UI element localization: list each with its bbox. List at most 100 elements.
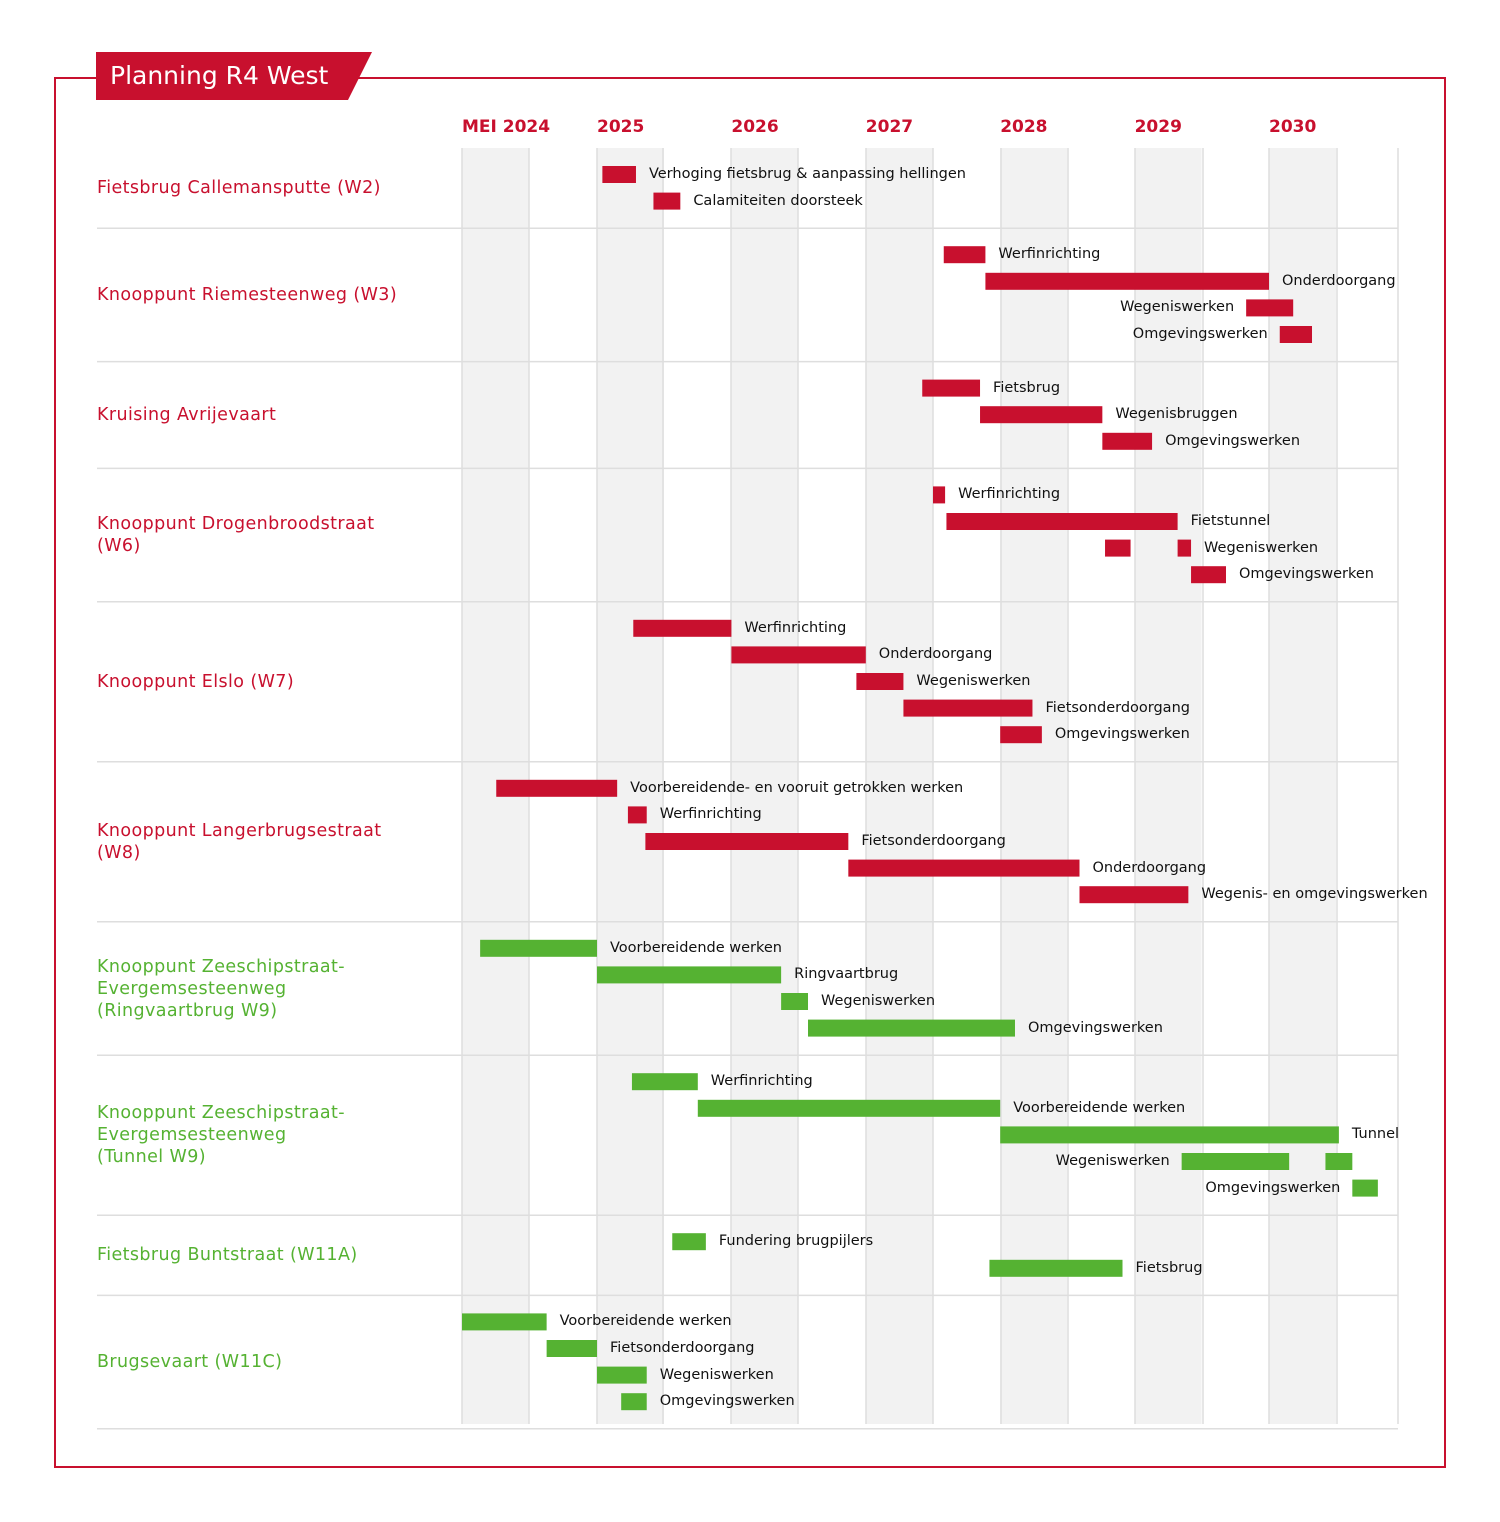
group-label: Fietsbrug Buntstraat (W11A): [97, 1245, 358, 1266]
task-label: Onderdoorgang: [1092, 859, 1207, 876]
bar-9-3: [621, 1393, 647, 1411]
bar-4-1: [731, 646, 866, 664]
bar-3-0: [933, 486, 946, 504]
bar-6-1: [597, 966, 782, 984]
task-label: Werfinrichting: [998, 246, 1101, 263]
year-tick-label: 2026: [731, 117, 779, 137]
bar-4-4: [1000, 726, 1042, 744]
band-5: [1134, 148, 1202, 1424]
bar-6-2: [781, 993, 809, 1010]
task-label: Wegeniswerken: [916, 673, 1031, 689]
bar-7-4: [1325, 1153, 1353, 1170]
bar-5-4: [1079, 886, 1189, 904]
task-label: Tunnel: [1351, 1126, 1400, 1143]
chart-title: Planning R4 West: [110, 61, 329, 90]
group-label: Knooppunt Drogenbroodstraat (W6): [97, 514, 375, 557]
bar-2-2: [1102, 432, 1153, 450]
task-label: Verhoging fietsbrug & aanpassing helling…: [648, 166, 966, 182]
bar-7-0: [631, 1073, 698, 1091]
task-label: Fietstunnel: [1190, 513, 1271, 529]
task-label: Omgevingswerken: [1238, 566, 1374, 583]
task-label: Voorbereidende werken: [559, 1313, 732, 1330]
bar-3-4: [1191, 566, 1226, 584]
bar-8-0: [672, 1233, 706, 1251]
bar-5-0: [496, 779, 618, 797]
task-label: Werfinrichting: [958, 486, 1061, 503]
group-label: Knooppunt Zeeschipstraat- Evergemsesteen…: [97, 956, 345, 1021]
task-label: Voorbereidende werken: [1013, 1099, 1186, 1116]
bar-2-0: [922, 379, 981, 397]
task-label: Omgevingswerken: [1165, 432, 1301, 449]
group-label: Fietsbrug Callemansputte (W2): [97, 178, 381, 199]
task-label: Calamiteiten doorsteek: [693, 192, 863, 209]
title-banner-shape: [96, 52, 372, 100]
bar-9-2: [597, 1366, 647, 1384]
task-label: Ringvaartbrug: [794, 966, 899, 983]
bar-4-3: [903, 699, 1033, 717]
task-label: Fietsonderdoorgang: [861, 833, 1006, 849]
task-label: Omgevingswerken: [1054, 726, 1190, 743]
task-label: Onderdoorgang: [878, 646, 993, 663]
task-label: Werfinrichting: [710, 1073, 813, 1090]
task-label: Werfinrichting: [744, 619, 847, 636]
bar-0-0: [602, 166, 636, 183]
group-label: Knooppunt Riemesteenweg (W3): [97, 284, 398, 305]
task-label: Wegeniswerken: [1120, 299, 1235, 316]
task-label: Onderdoorgang: [1282, 272, 1396, 289]
group-label: Brugsevaart (W11C): [97, 1352, 283, 1373]
band-3: [865, 148, 933, 1424]
group-label: Knooppunt Zeeschipstraat- Evergemsesteen…: [97, 1103, 345, 1168]
chart-frame: [54, 77, 1446, 1468]
group-label: Knooppunt Elslo (W7): [97, 671, 295, 692]
bar-1-2: [1246, 299, 1294, 317]
bar-7-1: [697, 1099, 1001, 1117]
bar-7-5: [1352, 1179, 1378, 1197]
task-label: Wegeniswerken: [659, 1366, 774, 1383]
task-label: Wegenis- en omgevingswerken: [1201, 886, 1428, 903]
bar-5-2: [645, 833, 849, 850]
task-label: Wegenisbruggen: [1115, 406, 1238, 423]
band-6: [1269, 148, 1336, 1424]
bar-1-3: [1279, 326, 1313, 343]
bar-4-2: [856, 673, 904, 690]
task-label: Wegeniswerken: [1204, 539, 1319, 556]
task-label: Werfinrichting: [659, 806, 762, 823]
task-label: Fietsonderdoorgang: [1045, 699, 1190, 716]
task-label: Fietsonderdoorgang: [610, 1340, 755, 1356]
bar-1-0: [943, 246, 986, 264]
task-label: Wegeniswerken: [821, 993, 936, 1009]
bar-3-1: [946, 513, 1178, 530]
bar-2-1: [980, 406, 1103, 424]
bar-5-3: [848, 859, 1080, 877]
title-banner-polygon: [96, 52, 372, 100]
task-label: Omgevingswerken: [1132, 326, 1268, 342]
task-label: Fietsbrug: [1135, 1259, 1203, 1276]
bar-6-3: [808, 1019, 1015, 1037]
group-label: Knooppunt Langerbrugsestraat (W8): [97, 820, 382, 863]
task-label: Omgevingswerken: [1205, 1179, 1341, 1196]
task-label: Omgevingswerken: [659, 1393, 795, 1410]
task-label: Voorbereidende werken: [610, 939, 782, 956]
task-label: Wegeniswerken: [1055, 1153, 1170, 1169]
task-label: Omgevingswerken: [1027, 1019, 1163, 1036]
bar-9-1: [546, 1340, 597, 1357]
bar-5-1: [627, 806, 647, 824]
bar-8-1: [989, 1259, 1123, 1277]
group-label: Kruising Avrijevaart: [97, 405, 277, 425]
task-label: Fietsbrug: [993, 379, 1061, 396]
band-2: [731, 148, 799, 1424]
year-tick-label: MEI 2024: [462, 117, 551, 137]
band-4: [1000, 148, 1068, 1424]
year-tick-label: 2027: [865, 117, 914, 137]
year-tick-label: 2025: [597, 117, 645, 137]
bar-7-2: [1000, 1126, 1339, 1144]
year-tick-label: 2028: [1000, 117, 1048, 137]
bar-9-0: [462, 1313, 547, 1331]
year-tick-label: 2030: [1269, 117, 1317, 137]
bar-1-1: [985, 272, 1269, 290]
bar-0-1: [653, 192, 681, 210]
year-tick-label: 2029: [1134, 117, 1182, 137]
bar-7-3: [1181, 1153, 1290, 1170]
task-label: Voorbereidende- en vooruit getrokken wer…: [630, 779, 964, 796]
